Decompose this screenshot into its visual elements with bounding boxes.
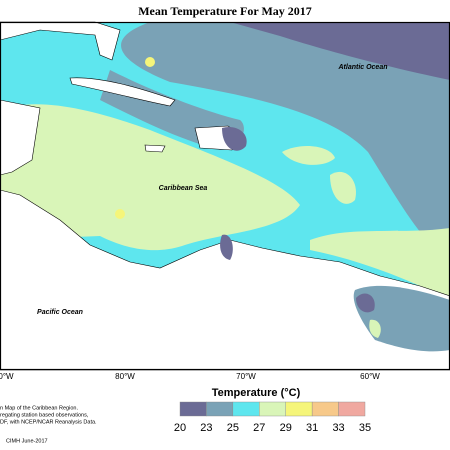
warm-zone xyxy=(282,146,335,165)
legend-title: Temperature (°C) xyxy=(212,387,301,399)
legend-tick-label: 25 xyxy=(227,422,239,434)
legend-tick-label: 23 xyxy=(200,422,212,434)
cold-zone xyxy=(220,234,233,260)
cold-zone xyxy=(356,293,375,313)
legend-swatch xyxy=(259,401,286,417)
cool-zone xyxy=(121,22,450,262)
map xyxy=(0,21,450,371)
legend-swatch xyxy=(285,401,313,417)
legend: 20 23 25 27 29 31 33 35 xyxy=(174,401,371,434)
longitude-label: 60°W xyxy=(360,372,380,381)
legend-swatch xyxy=(338,401,366,417)
land xyxy=(144,144,166,153)
sea-label: Atlantic Ocean xyxy=(337,64,387,71)
warm-zone xyxy=(369,319,381,338)
warm-zone xyxy=(310,228,450,300)
map-title: Mean Temperature For May 2017 xyxy=(138,4,312,18)
warm-zone xyxy=(0,104,300,251)
longitude-label: 80°W xyxy=(115,372,135,381)
legend-tick-label: 29 xyxy=(280,422,292,434)
sea-label: Caribbean Sea xyxy=(159,185,208,192)
longitude-label: 0°W xyxy=(0,372,14,381)
sea-label: Pacific Ocean xyxy=(37,309,83,316)
legend-swatch xyxy=(311,401,339,417)
cold-zone xyxy=(222,126,247,151)
footnote: n Map of the Caribbean Region. xyxy=(0,405,78,411)
land xyxy=(0,189,450,371)
cold-zone xyxy=(230,22,450,80)
legend-swatch xyxy=(206,401,234,417)
longitude-label: 70°W xyxy=(236,372,256,381)
legend-tick-label: 33 xyxy=(332,422,344,434)
legend-tick-label: 31 xyxy=(306,422,318,434)
footnote: CIMH June-2017 xyxy=(6,438,48,444)
hot-spot xyxy=(145,57,155,67)
legend-swatch xyxy=(179,401,207,417)
land xyxy=(0,99,41,176)
land xyxy=(69,77,176,107)
hot-spot xyxy=(115,209,125,219)
footnote: regating station based observations, xyxy=(0,412,89,418)
legend-tick-label: 27 xyxy=(253,422,265,434)
legend-tick-label: 20 xyxy=(174,422,186,434)
legend-tick-label: 35 xyxy=(359,422,371,434)
legend-swatch xyxy=(232,401,260,417)
warm-zone xyxy=(330,171,356,204)
footnote: DF, with NCEP/NCAR Reanalysis Data. xyxy=(0,419,97,425)
